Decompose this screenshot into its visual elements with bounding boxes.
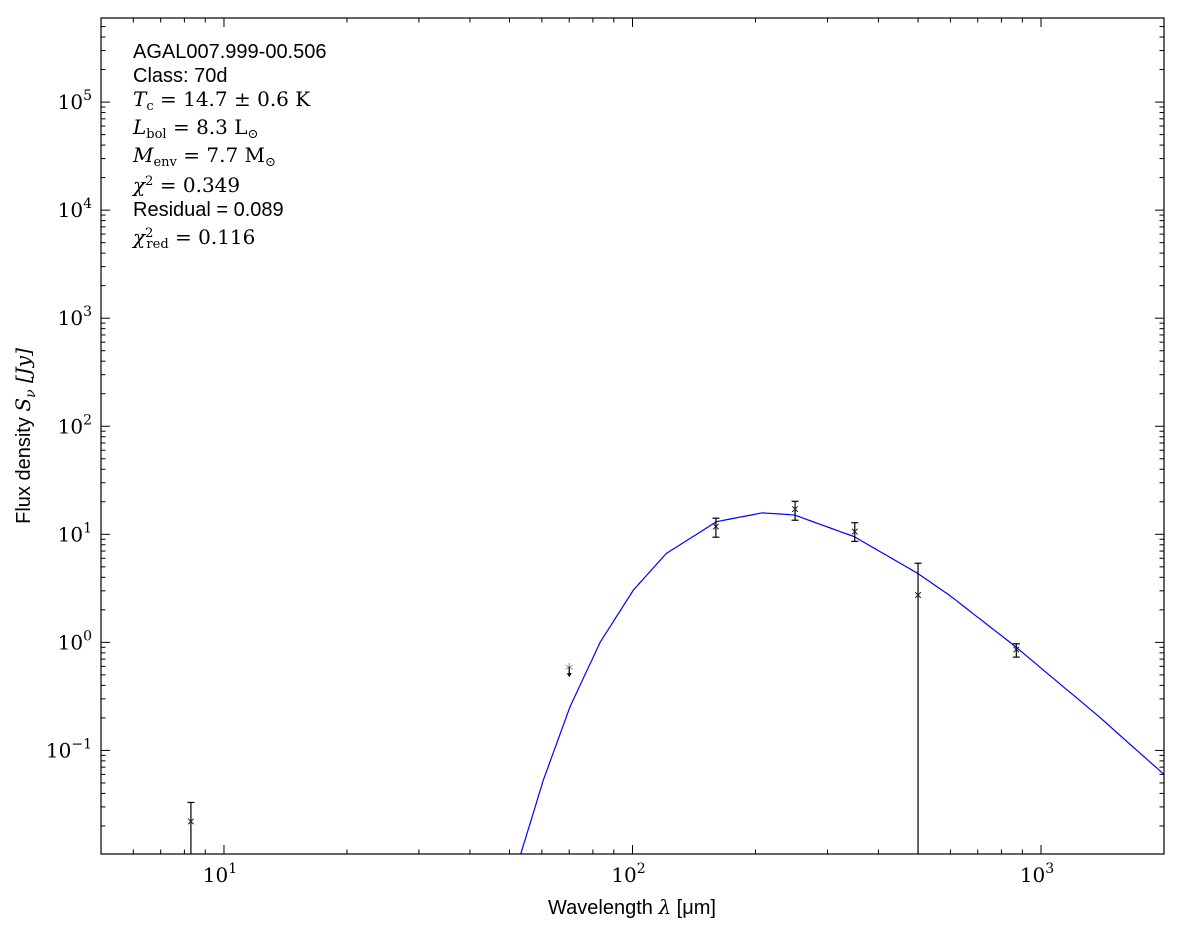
annotation-sup: 2 [145,226,153,241]
x-tick-base: 10 [203,863,228,887]
annotation-sub: env [153,155,177,170]
y-tick-label: 103 [58,304,92,330]
y-tick-base: 10 [58,90,83,114]
annotation-line: Tc = 14.7 ± 0.6 K [133,87,311,114]
annotation-value: = 7.7 M [177,143,265,167]
x-tick-label: 103 [1020,861,1054,887]
y-tick-base: 10 [58,630,83,654]
annotation-line: Class: 70d [133,65,228,87]
y-axis-label: Flux density Sν [Jy] [11,348,39,524]
x-marker [914,591,922,599]
annotation-value: = 14.7 ± 0.6 K [154,87,312,111]
upper-limit-point [565,663,573,678]
y-tick-exp: 1 [83,520,92,536]
annotation-line: Menv = 7.7 M⊙ [132,143,276,170]
y-tick-base: 10 [58,414,83,438]
y-tick-label: 104 [58,196,92,222]
data-points-group [187,500,1020,854]
x-marker [791,505,799,513]
annotation-symbol: T [133,87,148,111]
y-tick-label: 100 [58,628,92,654]
x-marker [187,818,195,825]
annotation-symbol: χ [131,225,147,249]
annotation-line: AGAL007.999-00.506 [133,41,327,63]
data-point [914,562,922,854]
y-tick-base: 10 [58,198,83,222]
y-tick-exp: 3 [83,304,92,320]
annotation-value: = 8.3 L [167,115,248,139]
y-tick-base: 10 [46,738,71,762]
data-point [712,517,720,538]
x-axis-label: Wavelength λ [μm] [548,895,716,919]
x-tick-exp: 3 [1045,861,1054,877]
annotation-sub: c [146,99,153,114]
y-tick-label: 102 [58,412,92,438]
data-point [791,500,799,521]
annotation-value: = 0.116 [169,225,256,249]
y-tick-exp: 5 [83,88,92,104]
x-marker [1013,646,1020,653]
annotation-sub: red [146,237,168,252]
x-tick-label: 102 [611,861,645,887]
x-tick-base: 10 [611,863,636,887]
annotation-line: χ2 red = 0.116 [131,225,255,252]
x-marker [851,528,858,535]
axis-ticks [100,17,1165,854]
plot-frame [100,17,1165,855]
annotation-symbol: M [132,143,154,167]
y-tick-exp: 4 [83,196,92,212]
y-tick-exp: −1 [71,736,92,752]
x-tick-label: 101 [203,861,237,887]
annotation-symbol: χ [131,173,147,197]
data-point [1012,643,1020,658]
y-tick-label: 101 [58,520,92,546]
annotation-line: χ2 = 0.349 [131,173,240,197]
x-tick-exp: 1 [228,861,237,877]
annotation-line: Lbol = 8.3 L⊙ [132,115,258,142]
annotation-line: Residual = 0.089 [133,199,284,221]
model-curve-group [520,512,1164,854]
annotation-sun-symbol: ⊙ [265,155,276,170]
model-curve [520,512,1164,854]
y-tick-base: 10 [58,522,83,546]
data-point [851,522,859,542]
annotation-sun-symbol: ⊙ [248,127,259,142]
y-tick-base: 10 [58,306,83,330]
x-marker [712,523,720,530]
annotation-symbol: L [132,115,146,139]
x-tick-exp: 2 [637,861,646,877]
y-tick-exp: 2 [83,412,92,428]
y-tick-exp: 0 [83,628,92,644]
x-tick-base: 10 [1020,863,1045,887]
annotation-value: = 0.349 [153,173,240,197]
y-tick-label: 105 [58,88,92,114]
down-arrow-icon [566,673,572,678]
y-tick-label: 10−1 [46,736,92,762]
annotation-sup: 2 [145,174,153,189]
data-point [187,801,195,854]
annotation-sub: bol [146,127,166,142]
